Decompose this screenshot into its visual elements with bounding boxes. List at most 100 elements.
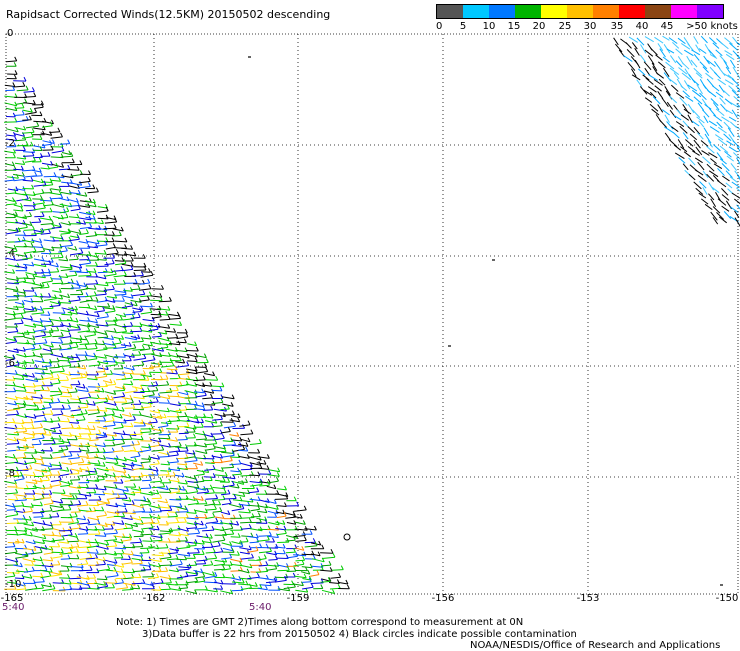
wind-barb (277, 506, 286, 507)
wind-barb (206, 368, 208, 372)
wind-barb (79, 570, 92, 571)
wind-barb (638, 69, 645, 75)
wind-barb (158, 501, 168, 503)
wind-barb (260, 544, 262, 548)
wind-barb (195, 395, 206, 397)
wind-barb (50, 469, 61, 470)
wind-barb (131, 317, 141, 318)
wind-barb (213, 589, 222, 590)
wind-barb (103, 448, 105, 452)
wind-barb (15, 118, 17, 122)
wind-barb (716, 50, 723, 56)
wind-barb (654, 80, 663, 86)
wind-barb (166, 567, 168, 571)
wind-barb (645, 68, 650, 75)
wind-barb (121, 365, 123, 369)
wind-barb (167, 338, 177, 339)
wind-barb (122, 326, 132, 327)
wind-barb (88, 177, 90, 181)
wind-barb (241, 558, 254, 559)
wind-barb (157, 519, 159, 523)
wind-barb (214, 469, 224, 471)
wind-barb (247, 551, 258, 553)
wind-barb (701, 199, 708, 204)
wind-barb (180, 382, 182, 386)
wind-barb (57, 513, 59, 517)
wind-barb (111, 370, 113, 374)
wind-barb (51, 189, 61, 191)
wind-barb (71, 410, 81, 411)
wind-barb (249, 492, 259, 493)
wind-barb (13, 565, 22, 567)
wind-barb (648, 56, 654, 65)
wind-barb (169, 318, 181, 319)
wind-barb (143, 320, 155, 322)
wind-barb (674, 115, 681, 120)
wind-barb (68, 541, 79, 542)
wind-barb (49, 132, 60, 133)
wind-barb (187, 423, 189, 427)
wind-barb (257, 540, 270, 542)
wind-barb (33, 329, 35, 333)
wind-barb (96, 372, 105, 373)
wind-barb (13, 113, 15, 117)
wind-barb (32, 561, 34, 565)
wind-barb (186, 436, 188, 440)
wind-barb (629, 37, 638, 42)
wind-barb (321, 565, 331, 566)
wind-barb (113, 571, 123, 573)
time-label: 5:40 (2, 602, 24, 613)
wind-barb (251, 430, 253, 434)
wind-barb (706, 146, 714, 153)
wind-barb (718, 168, 725, 175)
wind-barb (203, 410, 213, 411)
wind-barb (49, 404, 51, 408)
wind-barb (24, 475, 36, 476)
wind-barb (16, 531, 18, 535)
wind-barb (87, 553, 98, 554)
wind-barb (77, 414, 87, 415)
wind-barb (85, 410, 87, 414)
wind-barb (158, 426, 168, 428)
wind-barb (95, 339, 97, 343)
wind-barb (266, 544, 268, 548)
wind-barb (70, 480, 80, 481)
wind-barb (35, 276, 46, 278)
wind-barb (159, 403, 170, 404)
wind-barb (178, 440, 188, 441)
wind-barb (78, 187, 91, 189)
wind-barb (148, 422, 157, 423)
wind-barb (14, 349, 26, 351)
wind-barb (197, 549, 199, 553)
wind-barb (251, 509, 260, 511)
wind-barb (684, 152, 691, 157)
wind-barb (125, 244, 127, 248)
wind-barb (211, 561, 213, 565)
wind-barb (197, 499, 199, 503)
wind-barb (195, 433, 205, 435)
wind-barb (130, 542, 141, 543)
wind-barb (268, 560, 277, 561)
wind-barb (333, 553, 335, 557)
wind-barb (45, 339, 47, 343)
wind-barb (70, 452, 72, 456)
wind-barb (24, 91, 35, 92)
wind-barb (266, 569, 276, 571)
wind-barb (32, 313, 44, 314)
wind-barb (23, 231, 25, 235)
wind-barb (58, 510, 71, 511)
wind-barb (5, 288, 18, 290)
wind-barb (729, 86, 737, 93)
wind-barb (114, 471, 126, 473)
wind-barb (15, 200, 17, 204)
wind-barb (169, 446, 181, 447)
wind-barb (205, 524, 207, 528)
wind-barb (175, 447, 187, 448)
wind-barb (43, 381, 45, 385)
wind-barb (54, 172, 56, 176)
wind-barb (114, 390, 125, 391)
wind-barb (149, 397, 161, 398)
wind-barb (142, 475, 154, 476)
wind-barb (6, 61, 17, 62)
wind-barb (229, 486, 239, 488)
